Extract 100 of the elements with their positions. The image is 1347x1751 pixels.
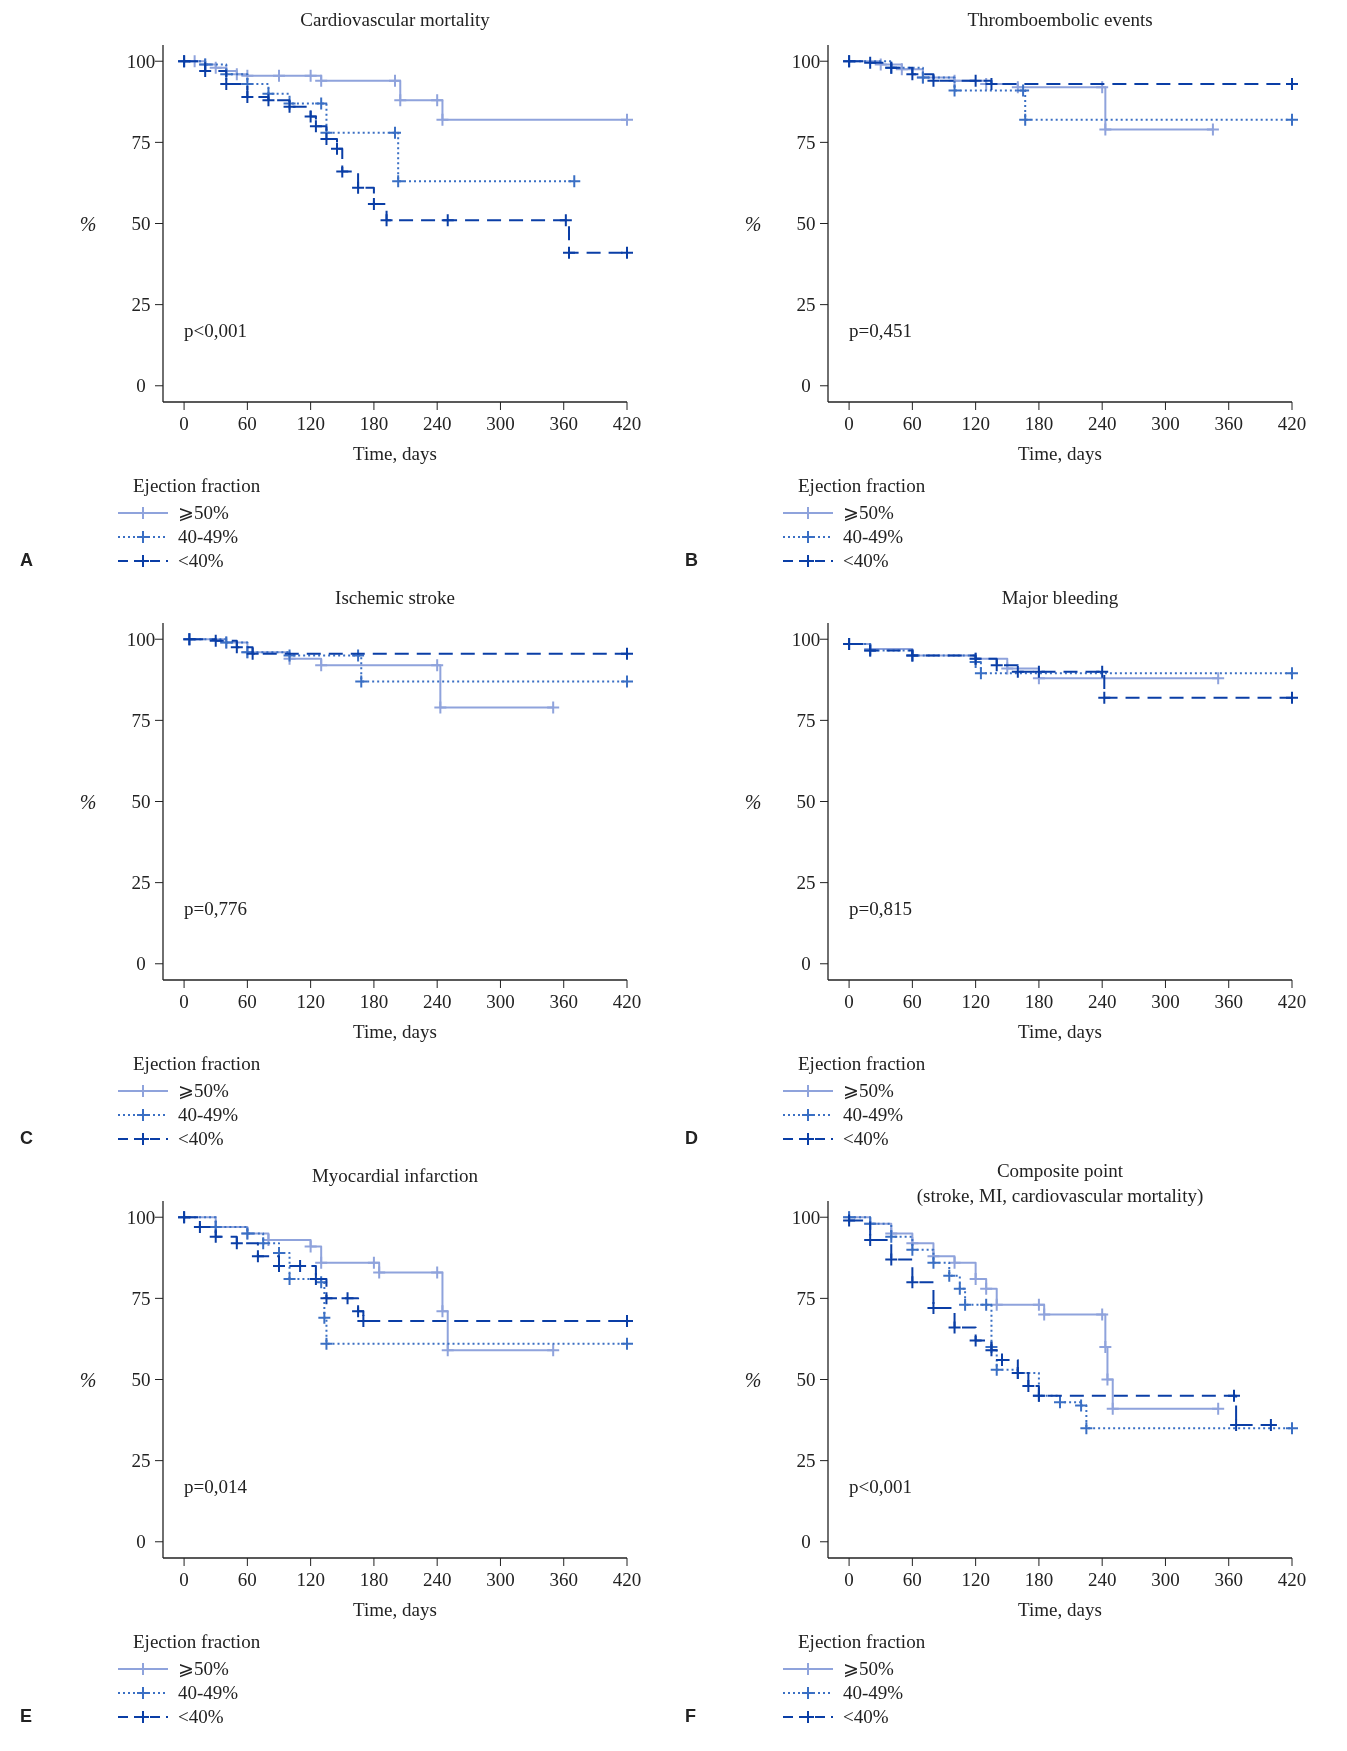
x-tick-label: 360 bbox=[1214, 1569, 1243, 1590]
legend-label: <40% bbox=[843, 1706, 889, 1727]
y-tick-label: 0 bbox=[801, 953, 811, 975]
annotation: p<0,001 bbox=[849, 1476, 913, 1498]
x-tick-label: 180 bbox=[1024, 413, 1054, 434]
y-tick-label: 25 bbox=[796, 294, 816, 316]
chart-title: Thromboembolic events bbox=[967, 9, 1153, 30]
x-tick-label: 300 bbox=[1151, 413, 1180, 434]
x-tick-label: 120 bbox=[961, 991, 990, 1012]
x-tick-label: 240 bbox=[1087, 991, 1117, 1012]
x-tick-label: 0 bbox=[844, 1569, 854, 1590]
x-tick-label: 120 bbox=[296, 1569, 325, 1590]
y-tick-label: 25 bbox=[796, 1450, 816, 1472]
text: D bbox=[685, 1128, 698, 1148]
legend-label: <40% bbox=[843, 550, 889, 571]
y-tick-label: 75 bbox=[131, 132, 151, 154]
y-tick-label: 50 bbox=[796, 213, 816, 235]
y-tick-label: 25 bbox=[131, 1450, 151, 1472]
legend-label: ⩾50% bbox=[843, 1080, 894, 1101]
y-axis-title: % bbox=[79, 212, 97, 235]
x-axis-title: Time, days bbox=[1018, 1021, 1102, 1042]
x-tick-label: 420 bbox=[1277, 991, 1307, 1012]
y-tick-label: 75 bbox=[131, 710, 151, 732]
x-tick-label: 300 bbox=[486, 991, 515, 1012]
chart-title: Major bleeding bbox=[1001, 587, 1119, 608]
y-axis-title: % bbox=[744, 790, 762, 813]
legend-title: Ejection fraction bbox=[133, 1631, 261, 1652]
x-tick-label: 420 bbox=[612, 991, 642, 1012]
y-tick-label: 0 bbox=[136, 1531, 146, 1553]
legend-label: ⩾50% bbox=[178, 502, 229, 523]
x-tick-label: 240 bbox=[422, 413, 452, 434]
x-axis-title: Time, days bbox=[1018, 443, 1102, 464]
y-tick-label: 100 bbox=[126, 628, 156, 650]
x-tick-label: 60 bbox=[902, 991, 922, 1012]
annotation: p=0,451 bbox=[849, 320, 913, 342]
y-tick-label: 50 bbox=[131, 1369, 151, 1391]
x-tick-label: 120 bbox=[961, 1569, 990, 1590]
legend-label: <40% bbox=[178, 1128, 224, 1149]
x-tick-label: 0 bbox=[179, 991, 189, 1012]
legend-label: 40-49% bbox=[843, 1104, 904, 1125]
chart-title: Cardiovascular mortality bbox=[300, 9, 491, 30]
legend-title: Ejection fraction bbox=[798, 475, 926, 496]
legend-title: Ejection fraction bbox=[133, 1053, 261, 1074]
x-tick-label: 420 bbox=[1277, 413, 1307, 434]
y-tick-label: 100 bbox=[126, 50, 156, 72]
y-tick-label: 100 bbox=[791, 50, 821, 72]
legend-label: 40-49% bbox=[843, 1682, 904, 1703]
text: C bbox=[20, 1128, 33, 1148]
x-tick-label: 420 bbox=[612, 413, 642, 434]
y-tick-label: 75 bbox=[796, 1288, 816, 1310]
chart-title: Ischemic stroke bbox=[335, 587, 455, 608]
y-tick-label: 50 bbox=[796, 1369, 816, 1391]
y-tick-label: 25 bbox=[131, 294, 151, 316]
y-tick-label: 50 bbox=[131, 791, 151, 813]
x-tick-label: 360 bbox=[549, 1569, 578, 1590]
y-axis-title: % bbox=[744, 212, 762, 235]
x-tick-label: 180 bbox=[359, 991, 389, 1012]
x-tick-label: 60 bbox=[902, 413, 922, 434]
legend-label: 40-49% bbox=[178, 526, 239, 547]
x-axis-title: Time, days bbox=[353, 1021, 437, 1042]
y-tick-label: 100 bbox=[126, 1206, 156, 1228]
legend-label: ⩾50% bbox=[843, 1658, 894, 1679]
y-tick-label: 25 bbox=[131, 872, 151, 894]
legend-label: 40-49% bbox=[178, 1682, 239, 1703]
x-tick-label: 360 bbox=[549, 991, 578, 1012]
y-tick-label: 100 bbox=[791, 1206, 821, 1228]
x-tick-label: 240 bbox=[422, 1569, 452, 1590]
y-tick-label: 100 bbox=[791, 628, 821, 650]
chart-title: Composite point (stroke, MI, cardiovascular mortality) bbox=[916, 1160, 1204, 1207]
x-tick-label: 420 bbox=[1277, 1569, 1307, 1590]
x-tick-label: 240 bbox=[422, 991, 452, 1012]
chart-title: Myocardial infarction bbox=[311, 1165, 479, 1186]
y-tick-label: 50 bbox=[796, 791, 816, 813]
x-tick-label: 180 bbox=[1024, 991, 1054, 1012]
x-tick-label: 60 bbox=[237, 1569, 257, 1590]
legend-label: ⩾50% bbox=[843, 502, 894, 523]
y-tick-label: 0 bbox=[136, 375, 146, 397]
text: F bbox=[685, 1706, 696, 1726]
x-axis-title: Time, days bbox=[1018, 1599, 1102, 1620]
y-tick-label: 25 bbox=[796, 872, 816, 894]
x-tick-label: 60 bbox=[237, 991, 257, 1012]
x-tick-label: 300 bbox=[486, 413, 515, 434]
y-axis-title: % bbox=[744, 1368, 762, 1391]
text: E bbox=[20, 1706, 33, 1726]
y-tick-label: 0 bbox=[801, 375, 811, 397]
y-tick-label: 0 bbox=[801, 1531, 811, 1553]
x-tick-label: 60 bbox=[902, 1569, 922, 1590]
x-tick-label: 300 bbox=[1151, 1569, 1180, 1590]
x-tick-label: 120 bbox=[961, 413, 990, 434]
legend-label: ⩾50% bbox=[178, 1080, 229, 1101]
annotation: p=0,776 bbox=[184, 898, 248, 920]
x-tick-label: 240 bbox=[1087, 413, 1117, 434]
x-axis-title: Time, days bbox=[353, 1599, 437, 1620]
x-tick-label: 360 bbox=[1214, 991, 1243, 1012]
x-tick-label: 0 bbox=[844, 991, 854, 1012]
annotation: p<0,001 bbox=[184, 320, 248, 342]
y-tick-label: 75 bbox=[796, 132, 816, 154]
legend-title: Ejection fraction bbox=[798, 1631, 926, 1652]
x-tick-label: 360 bbox=[1214, 413, 1243, 434]
x-tick-label: 0 bbox=[844, 413, 854, 434]
